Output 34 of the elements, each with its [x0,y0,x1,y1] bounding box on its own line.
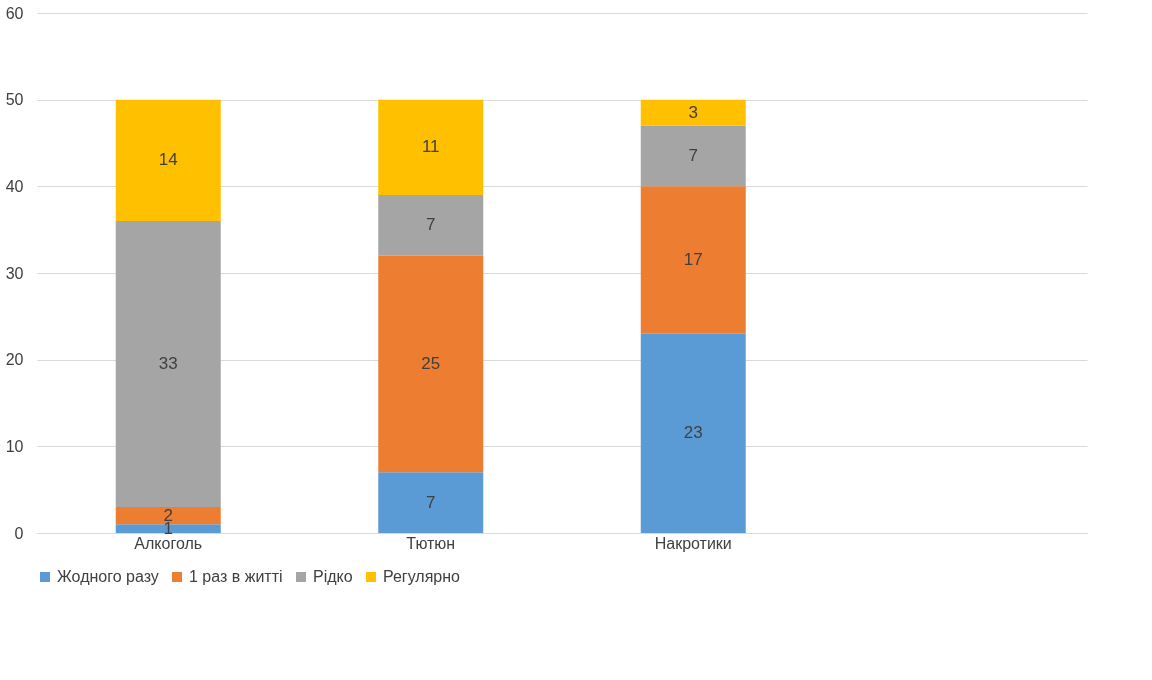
bar [378,472,484,533]
data-label: 7 [426,215,436,235]
x-tick-label: Алкоголь [134,534,203,552]
y-tick-label: 30 [5,264,24,282]
bar [378,99,484,195]
y-tick-label: 60 [5,4,24,22]
y-tick-label: 20 [5,351,24,369]
y-tick-label: 10 [5,437,24,455]
legend-label: Рідко [313,568,353,585]
x-tick-label: Накротики [654,534,732,552]
legend-label: Жодного разу [57,568,159,585]
data-label: 17 [683,250,703,269]
bar [640,186,746,334]
bar [115,99,221,221]
data-label: 33 [158,354,178,373]
legend-label: Регулярно [383,568,461,585]
data-label: 7 [426,492,436,512]
x-tick-label: Тютюн [406,534,456,552]
y-tick-label: 40 [5,177,24,195]
data-label: 14 [158,150,178,170]
data-label: 3 [688,102,698,122]
data-label: 7 [688,146,698,165]
legend-label: 1 раз в житті [189,568,283,585]
data-label: 23 [683,423,703,443]
y-tick-label: 0 [14,524,24,542]
bar [378,255,484,473]
bar [640,333,746,533]
bar [640,125,746,187]
bar [115,221,221,507]
y-tick-label: 50 [5,91,24,109]
bar [378,195,484,256]
data-label: 25 [421,354,441,373]
bar [640,99,746,126]
data-label: 11 [421,137,440,157]
